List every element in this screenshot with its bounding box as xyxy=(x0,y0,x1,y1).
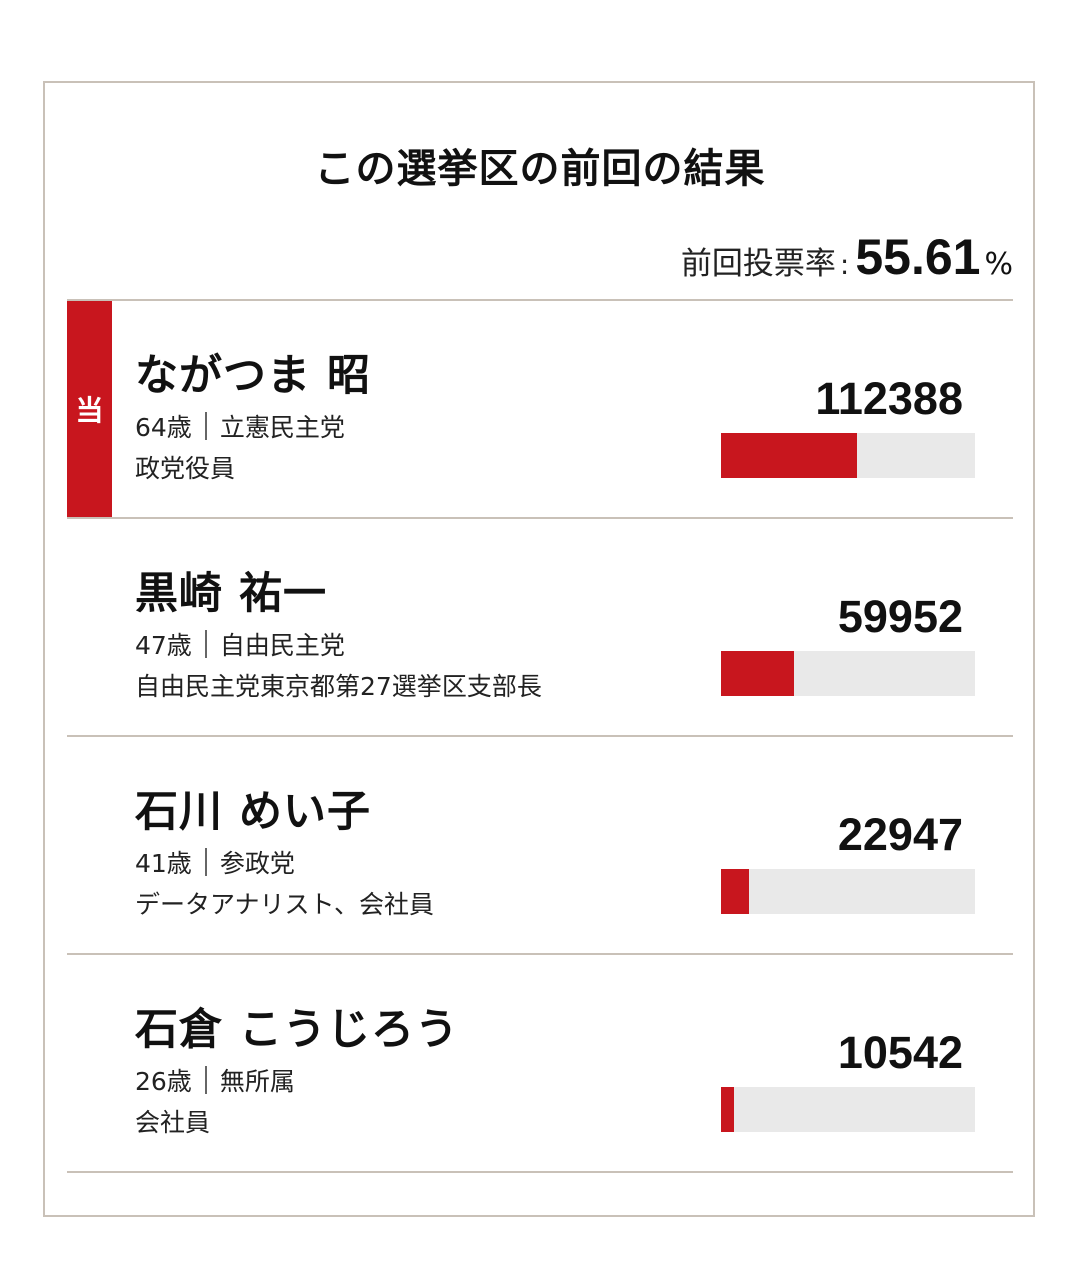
vote-bar xyxy=(721,1087,734,1132)
candidate-age: 41歳 xyxy=(135,849,192,878)
turnout-unit: % xyxy=(984,247,1013,282)
vote-count-label: 22947 xyxy=(837,809,963,860)
candidate-job: 自由民主党東京都第27選挙区支部長 xyxy=(135,672,542,701)
winner-badge: 当 xyxy=(67,301,112,517)
vote-bar-track xyxy=(721,651,975,696)
candidate-row: 石川 めい子 41歳 参政党 データアナリスト、会社員 22947 xyxy=(67,737,1013,955)
turnout-separator: : xyxy=(839,248,850,281)
turnout-label: 前回投票率 xyxy=(680,246,836,282)
vote-count-label: 59952 xyxy=(837,591,963,642)
vote-bar xyxy=(721,433,857,478)
vote-bar xyxy=(721,869,749,914)
candidate-row: 石倉 こうじろう 26歳 無所属 会社員 10542 xyxy=(67,955,1013,1173)
candidate-age: 26歳 xyxy=(135,1067,192,1096)
vote-bar-track xyxy=(721,433,975,478)
candidate-age: 64歳 xyxy=(135,413,192,442)
candidate-meta: 41歳 参政党 xyxy=(135,844,295,880)
candidate-list: 当 ながつま 昭 64歳 立憲民主党 政党役員 112388 黒崎 祐一 47歳… xyxy=(67,299,1013,1173)
vote-bar xyxy=(721,651,794,696)
candidate-party: 参政党 xyxy=(219,849,295,878)
candidate-job: 会社員 xyxy=(135,1108,211,1137)
meta-divider xyxy=(204,1066,207,1094)
candidate-meta: 64歳 立憲民主党 xyxy=(135,408,345,444)
candidate-party: 立憲民主党 xyxy=(219,413,345,442)
meta-divider xyxy=(204,630,207,658)
vote-bar-track xyxy=(721,869,975,914)
candidate-job: データアナリスト、会社員 xyxy=(135,890,435,919)
candidate-job: 政党役員 xyxy=(135,454,236,483)
vote-count-label: 112388 xyxy=(815,373,963,424)
vote-count-label: 10542 xyxy=(837,1027,963,1078)
candidate-name: 黒崎 祐一 xyxy=(135,569,327,619)
vote-bar-track xyxy=(721,1087,975,1132)
results-card xyxy=(43,81,1035,1217)
meta-divider xyxy=(204,848,207,876)
candidate-name: ながつま 昭 xyxy=(135,351,371,401)
candidate-party: 無所属 xyxy=(219,1067,295,1096)
candidate-name: 石川 めい子 xyxy=(135,787,371,837)
turnout-value: 55.61 xyxy=(855,229,981,285)
results-title: この選挙区の前回の結果 xyxy=(314,146,766,192)
candidate-row: 黒崎 祐一 47歳 自由民主党 自由民主党東京都第27選挙区支部長 59952 xyxy=(67,519,1013,737)
candidate-name: 石倉 こうじろう xyxy=(135,1005,459,1055)
meta-divider xyxy=(204,412,207,440)
candidate-meta: 26歳 無所属 xyxy=(135,1062,295,1098)
candidate-party: 自由民主党 xyxy=(219,631,345,660)
candidate-row: 当 ながつま 昭 64歳 立憲民主党 政党役員 112388 xyxy=(67,301,1013,519)
candidate-meta: 47歳 自由民主党 xyxy=(135,626,345,662)
turnout: 前回投票率 : 55.61 % xyxy=(681,228,1013,286)
candidate-age: 47歳 xyxy=(135,631,192,660)
